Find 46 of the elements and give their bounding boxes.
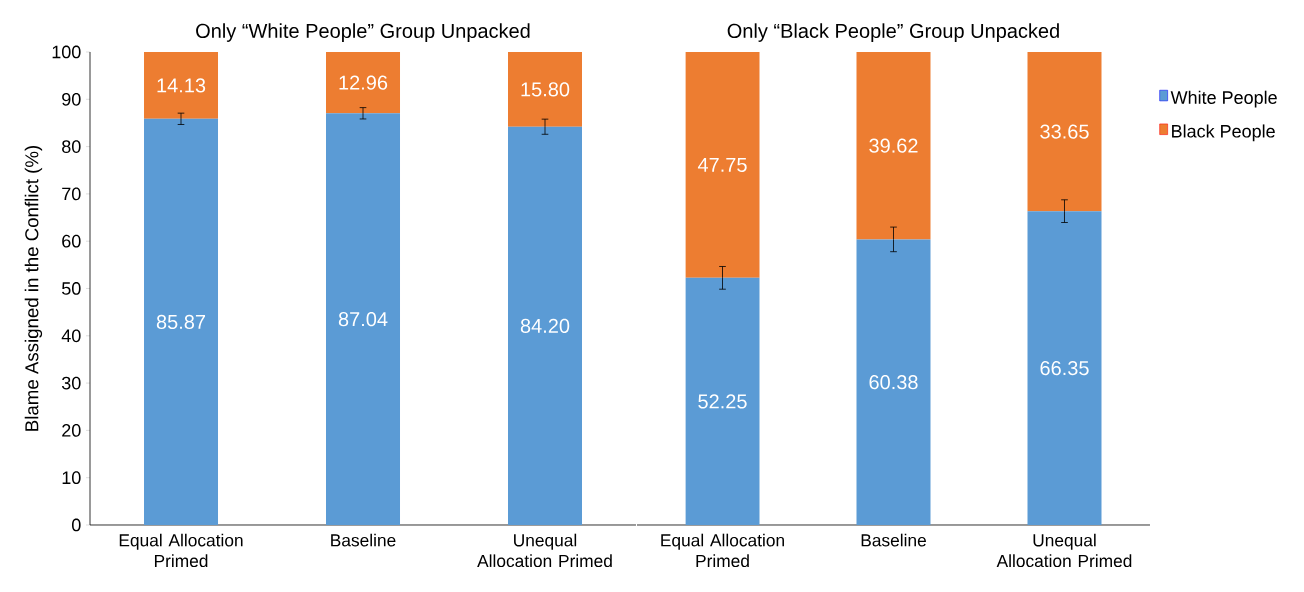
bar [508, 126, 582, 525]
data-label: 84.20 [520, 318, 570, 333]
y-tick-label: 30 [61, 376, 81, 390]
y-tick-label: 90 [62, 92, 81, 106]
data-label: 33.65 [1040, 124, 1089, 139]
bar [856, 239, 931, 525]
x-tick-label: Unequal Allocation Primed [477, 533, 612, 568]
y-tick-label: 0 [72, 518, 81, 532]
data-label: 60.38 [869, 375, 918, 390]
data-label: 87.04 [338, 312, 388, 327]
bar [326, 113, 401, 525]
y-tick-label: 40 [61, 329, 81, 343]
data-label: 52.25 [698, 394, 747, 409]
bar [1027, 211, 1102, 525]
chart-title: Only “White People” Group Unpacked [196, 23, 530, 42]
data-label: 47.75 [697, 157, 747, 172]
legend-label: Black People [1172, 124, 1275, 142]
bar [508, 51, 582, 127]
y-tick-label: 10 [62, 471, 81, 485]
bar [326, 51, 401, 114]
bar [144, 118, 219, 525]
x-tick-label: Baseline [861, 533, 926, 547]
y-tick-label: 50 [61, 282, 81, 295]
y-axis-title: Blame Assigned in the Conflict (%) [24, 146, 43, 431]
chart-title: Only “Black People” Group Unpacked [727, 23, 1059, 42]
legend-label: White People [1170, 90, 1277, 108]
data-label: 85.87 [156, 314, 206, 329]
y-tick-label: 20 [62, 424, 81, 437]
y-tick-label: 70 [62, 187, 81, 201]
bar [685, 277, 760, 525]
x-tick-label: Unequal Allocation Primed [996, 533, 1132, 568]
x-tick-label: Equal Allocation Primed [661, 533, 784, 568]
x-tick-label: Baseline [331, 533, 396, 547]
y-tick-label: 100 [52, 45, 81, 59]
data-label: 66.35 [1040, 360, 1089, 376]
data-label: 12.96 [339, 75, 388, 90]
bar [856, 51, 931, 240]
bar [685, 51, 760, 278]
data-label: 39.62 [869, 138, 918, 153]
bar [1027, 51, 1102, 212]
data-label: 14.13 [157, 78, 206, 93]
bar [144, 51, 219, 119]
y-tick-label: 60 [62, 234, 81, 248]
x-tick-label: Equal Allocation Primed [119, 533, 243, 568]
data-label: 15.80 [521, 82, 570, 97]
y-tick-label: 80 [62, 140, 81, 153]
